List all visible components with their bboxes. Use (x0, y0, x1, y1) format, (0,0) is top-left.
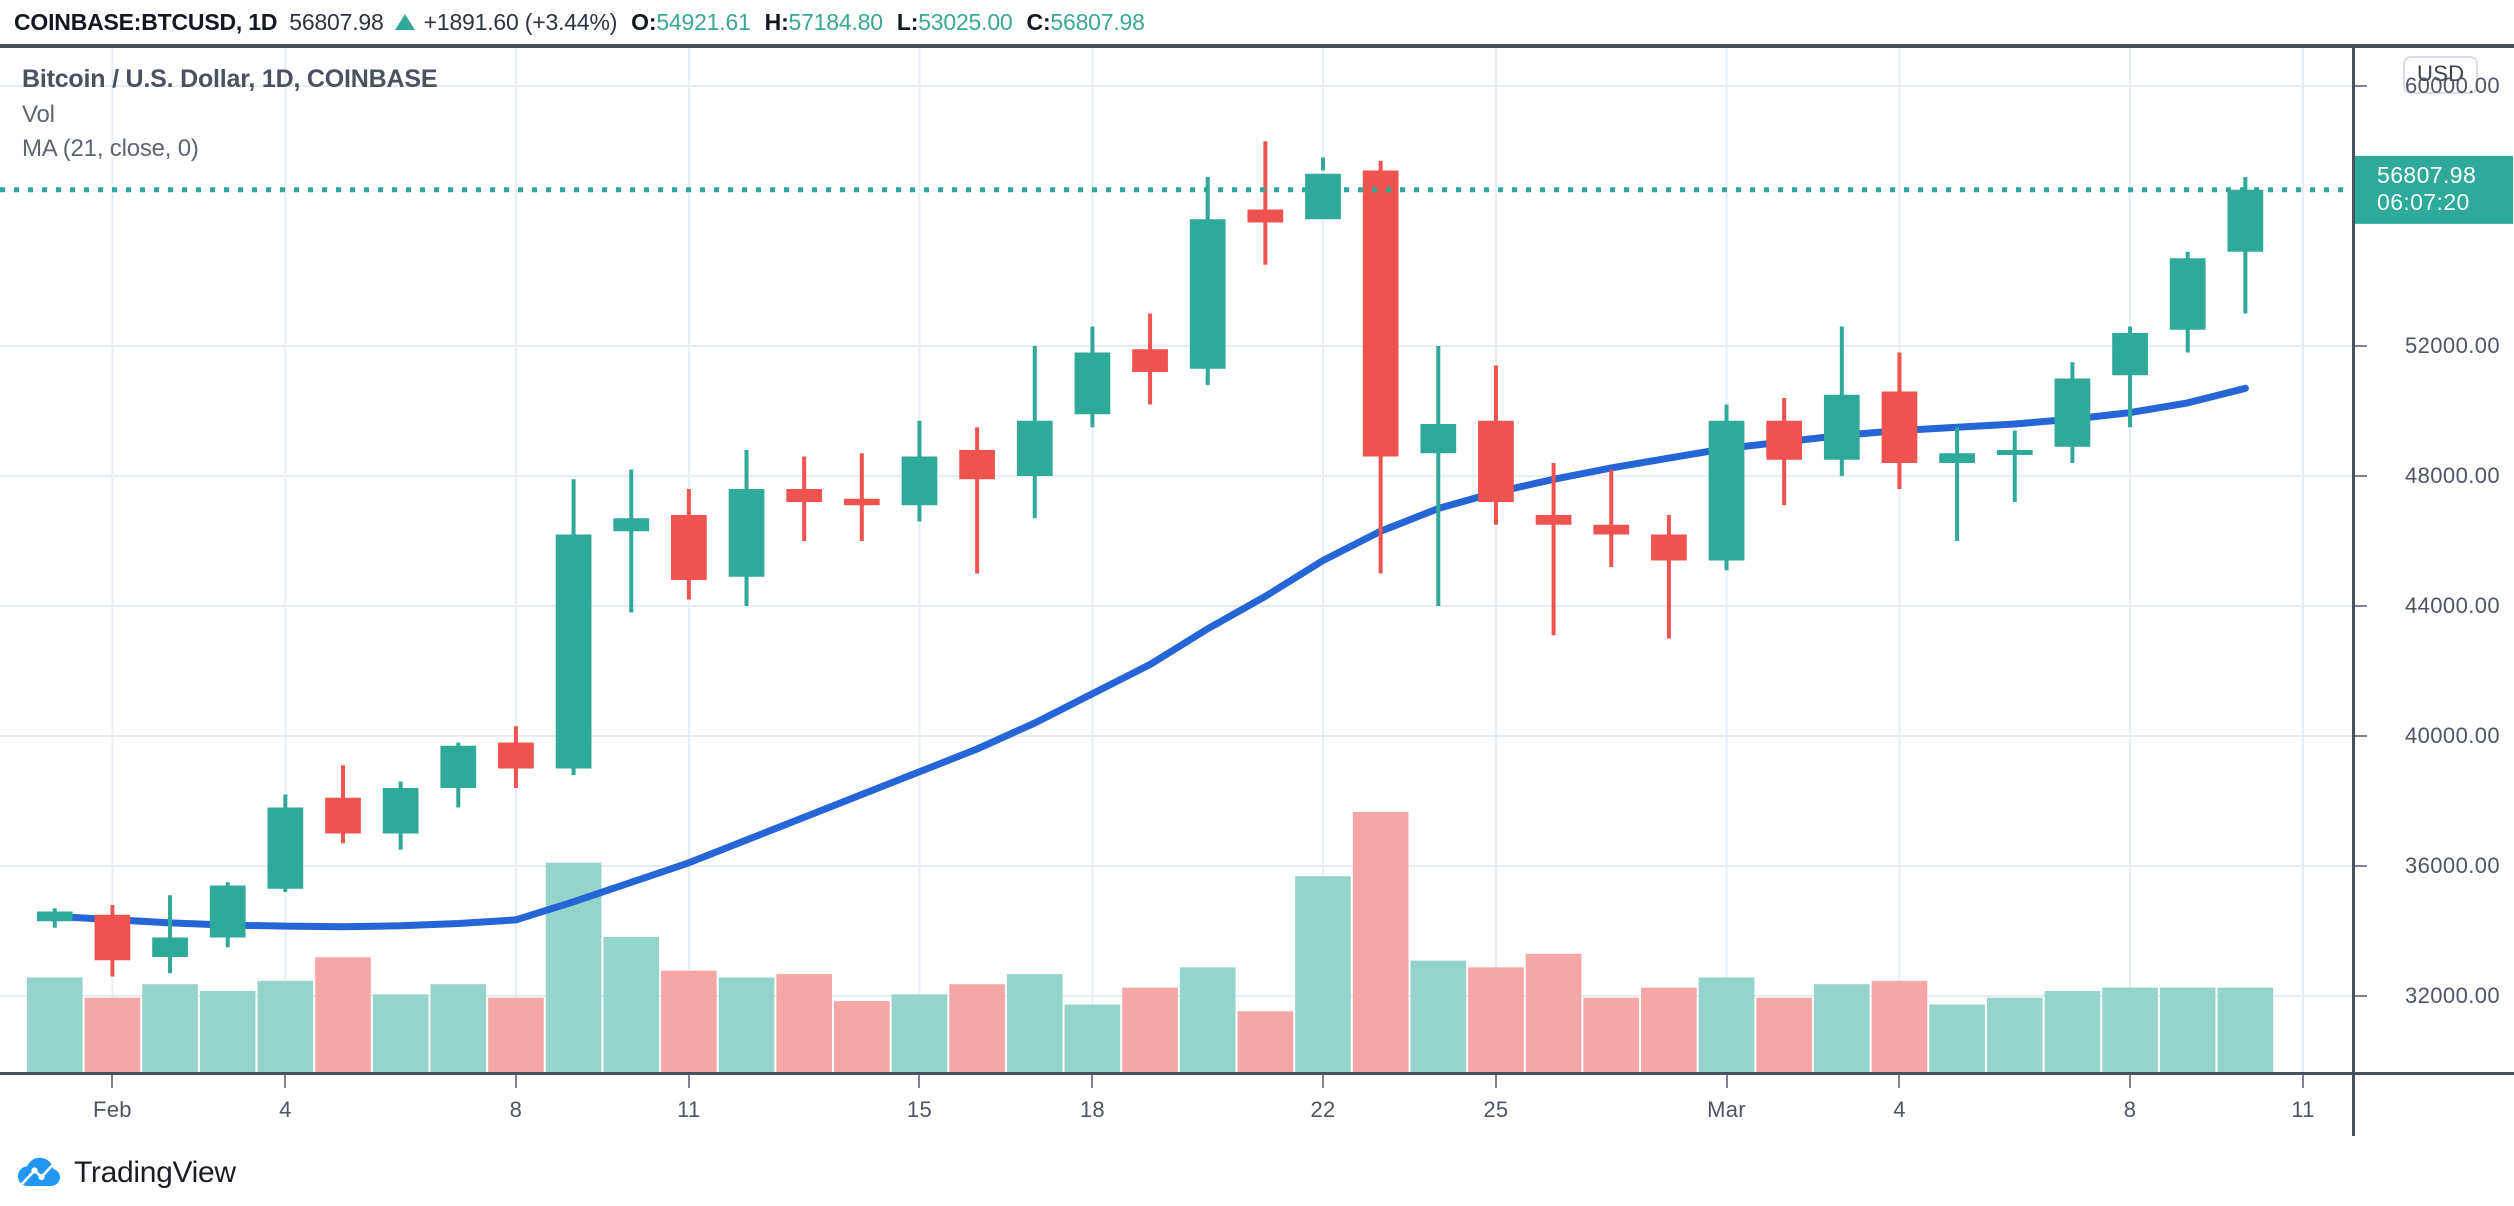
high-key: H: (764, 8, 789, 35)
time-axis-label: Mar (1707, 1097, 1746, 1122)
last-price-value: 56807.98 (289, 8, 384, 35)
time-axis-tick (514, 1075, 517, 1088)
last-price-badge: 56807.98 06:07:20 (2355, 155, 2513, 224)
ma-line-series (51, 384, 2249, 931)
tradingview-cloud-icon (18, 1155, 60, 1192)
close-value: 56807.98 (1050, 8, 1145, 35)
time-axis-tick (1494, 1075, 1497, 1088)
price-axis-tick (2355, 345, 2367, 347)
time-axis-label: 15 (906, 1097, 933, 1122)
tradingview-brand-label[interactable]: TradingView (74, 1156, 236, 1189)
price-axis-label: 36000.00 (2405, 853, 2500, 878)
close-key: C: (1026, 8, 1051, 35)
price-axis-tick (2355, 735, 2367, 737)
time-axis-tick (284, 1075, 287, 1088)
quote-bar: COINBASE:BTCUSD, 1D 56807.98 +1891.60 (+… (0, 0, 2514, 44)
last-price-badge-value: 56807.98 (2377, 161, 2477, 188)
price-axis-tick (2355, 995, 2367, 997)
currency-badge: USD (2403, 56, 2479, 94)
time-axis-label: 8 (509, 1097, 523, 1122)
price-axis-label: 44000.00 (2405, 593, 2500, 618)
time-axis-label: 11 (677, 1097, 701, 1122)
chart-pane[interactable]: Bitcoin / U.S. Dollar, 1D, COINBASE Vol … (0, 48, 2352, 1072)
triangle-up-icon (394, 14, 415, 30)
last-price-line (0, 187, 2352, 193)
time-axis-label: 25 (1483, 1097, 1509, 1122)
time-axis-corner (2352, 1072, 2514, 1136)
time-axis-tick (1898, 1075, 1901, 1088)
time-axis-tick (1322, 1075, 1324, 1088)
price-axis-tick (2355, 475, 2367, 477)
low-key: L: (896, 8, 919, 35)
bar-countdown: 06:07:20 (2377, 188, 2470, 215)
time-axis-tick (687, 1075, 690, 1088)
price-axis-label: 40000.00 (2405, 723, 2500, 748)
low-value: 53025.00 (918, 8, 1013, 35)
time-axis-label: 22 (1310, 1097, 1336, 1122)
price-axis[interactable]: USD 60000.00 52000.00 48000.00 44000.00 4000… (2352, 48, 2514, 1072)
price-axis-label: 52000.00 (2405, 333, 2500, 358)
price-axis-tick (2355, 85, 2367, 87)
candlestick-series (36, 141, 2264, 977)
price-axis-label: 60000.00 (2405, 73, 2500, 98)
time-axis-label: 18 (1079, 1097, 1105, 1122)
price-change-value: +1891.60 (+3.44%) (423, 8, 618, 35)
high-value: 57184.80 (788, 8, 884, 35)
time-axis-tick (111, 1075, 114, 1088)
symbol-label[interactable]: COINBASE:BTCUSD, 1D (14, 8, 278, 35)
time-axis-tick (2302, 1075, 2304, 1088)
time-axis-tick (2129, 1075, 2132, 1088)
chart-frame: Bitcoin / U.S. Dollar, 1D, COINBASE Vol … (0, 44, 2514, 1136)
time-axis-label: 4 (279, 1097, 292, 1122)
time-axis-tick (1725, 1075, 1728, 1088)
price-axis-tick (2355, 605, 2367, 607)
price-axis-label: 32000.00 (2405, 983, 2500, 1008)
time-axis-tick (1091, 1075, 1094, 1088)
time-axis-label: 8 (2123, 1097, 2137, 1122)
time-axis-label: 11 (2291, 1097, 2315, 1122)
time-axis-label: Feb (93, 1097, 132, 1122)
time-axis-label: 4 (1893, 1097, 1906, 1122)
time-axis-tick (918, 1075, 921, 1088)
volume-series (26, 812, 2274, 1072)
time-axis[interactable]: Feb 4 8 11 15 18 22 25 Mar 4 8 11 (0, 1072, 2352, 1136)
open-key: O: (631, 8, 657, 35)
footer-bar: TradingView (0, 1140, 2514, 1206)
open-value: 54921.61 (656, 8, 751, 35)
price-axis-label: 48000.00 (2405, 463, 2500, 488)
price-axis-tick (2355, 865, 2367, 867)
